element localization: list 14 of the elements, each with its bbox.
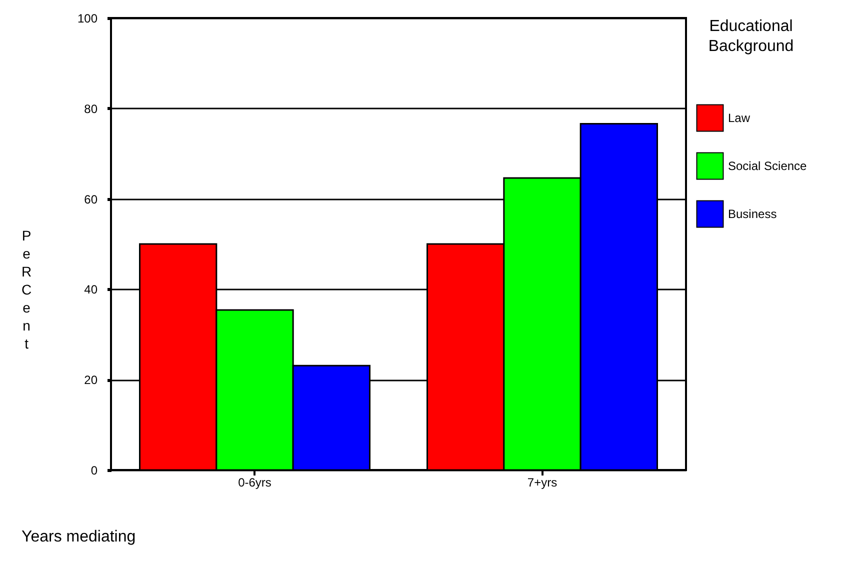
legend-label: Business (728, 207, 777, 221)
x-tick-label: 0-6yrs (238, 476, 272, 490)
y-tick-label: 40 (84, 282, 98, 297)
y-tick-label: 0 (90, 464, 98, 478)
legend-title: Educational Background (708, 18, 794, 55)
x-tick-label: 7+yrs (527, 476, 558, 490)
legend-label: Law (728, 111, 750, 125)
legend-label: Social Science (728, 159, 808, 173)
y-tick-label: 60 (84, 192, 98, 206)
y-axis-title: PeRCent (21, 228, 32, 352)
y-tick-label: 20 (84, 373, 98, 388)
y-tick-label: 80 (84, 102, 98, 116)
x-axis-title: Years mediating (22, 528, 136, 546)
y-tick-label: 100 (77, 12, 98, 26)
